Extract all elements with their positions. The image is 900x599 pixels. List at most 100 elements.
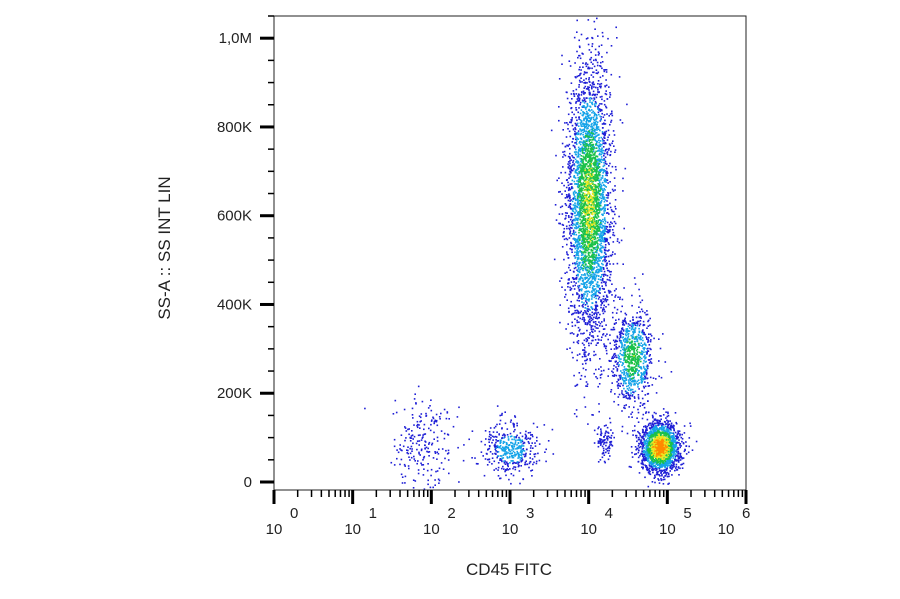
event-dot: [601, 336, 603, 339]
event-dot: [605, 228, 608, 230]
event-dot: [569, 200, 571, 202]
event-dot: [605, 69, 608, 71]
event-dot: [583, 355, 586, 358]
event-dot: [594, 325, 596, 328]
event-dot: [604, 85, 607, 88]
event-dot: [404, 427, 407, 429]
event-dot: [566, 251, 568, 253]
event-dot: [582, 133, 584, 136]
event-dot: [586, 231, 588, 233]
event-dot: [601, 245, 604, 248]
event-dot: [433, 420, 436, 423]
event-dot: [629, 349, 631, 352]
event-dot: [559, 280, 561, 282]
event-dot: [566, 179, 568, 181]
event-dot: [568, 60, 571, 62]
event-dot: [598, 202, 601, 204]
event-dot: [584, 92, 586, 94]
event-dot: [595, 327, 598, 329]
event-dot: [578, 193, 581, 195]
event-dot: [621, 321, 624, 324]
event-dot: [581, 231, 584, 233]
event-dot: [602, 116, 605, 118]
event-dot: [593, 219, 596, 221]
event-dot: [500, 459, 503, 461]
event-dot: [596, 377, 599, 380]
event-dot: [400, 449, 402, 451]
event-dot: [581, 252, 583, 255]
event-dot: [433, 422, 435, 425]
event-dot: [574, 312, 576, 314]
event-dot: [578, 285, 580, 288]
event-dot: [610, 328, 613, 331]
event-dot: [610, 226, 612, 228]
event-dot: [579, 194, 581, 197]
event-dot: [588, 318, 591, 320]
event-dot: [582, 195, 585, 198]
event-dot: [593, 296, 596, 299]
event-dot: [568, 177, 570, 179]
event-dot: [572, 90, 575, 92]
event-dot: [630, 366, 633, 369]
event-dot: [591, 94, 594, 96]
event-dot: [608, 243, 610, 246]
event-dot: [585, 62, 587, 64]
event-dot: [592, 263, 594, 265]
event-dot: [518, 438, 520, 441]
event-dot: [522, 445, 525, 447]
event-dot: [573, 163, 576, 165]
event-dot: [589, 92, 591, 95]
event-dot: [595, 221, 597, 223]
event-dot: [581, 314, 584, 316]
event-dot: [606, 240, 608, 242]
event-dot: [496, 446, 499, 449]
event-dot: [580, 257, 583, 259]
event-dot: [599, 233, 601, 235]
event-dot: [577, 268, 580, 270]
event-dot: [496, 423, 498, 426]
event-dot: [575, 415, 578, 418]
event-dot: [581, 363, 584, 365]
event-dot: [609, 263, 611, 265]
event-dot: [564, 145, 567, 148]
event-dot: [591, 262, 593, 264]
event-dot: [610, 171, 612, 174]
event-dot: [643, 387, 645, 389]
event-dot: [615, 360, 617, 363]
event-dot: [596, 193, 598, 196]
event-dot: [581, 277, 584, 280]
event-dot: [586, 265, 589, 268]
event-dot: [505, 451, 508, 453]
event-dot: [604, 273, 606, 276]
event-dot: [581, 177, 584, 180]
event-dot: [414, 480, 417, 482]
event-dot: [591, 311, 593, 314]
event-dot: [501, 437, 503, 439]
event-dot: [591, 159, 593, 162]
event-dot: [578, 84, 580, 86]
event-dot: [593, 97, 595, 99]
event-dot: [587, 159, 590, 162]
event-dot: [513, 444, 515, 446]
event-dot: [590, 328, 593, 330]
event-dot: [602, 218, 604, 221]
event-dot: [646, 310, 648, 312]
event-dot: [586, 329, 588, 332]
event-dot: [592, 414, 594, 416]
event-dot: [579, 157, 582, 160]
event-dot: [621, 410, 623, 412]
event-dot: [418, 451, 420, 454]
event-dot: [583, 117, 585, 120]
event-dot: [419, 454, 421, 456]
event-dot: [622, 348, 625, 351]
event-dot: [625, 368, 628, 370]
event-dot: [585, 246, 588, 249]
event-dot: [508, 456, 511, 459]
event-dot: [598, 181, 601, 184]
event-dot: [512, 467, 514, 470]
event-dot: [511, 455, 513, 457]
event-dot: [609, 273, 612, 276]
event-dot: [579, 278, 581, 281]
event-dot: [592, 177, 594, 180]
event-dot: [597, 189, 600, 191]
